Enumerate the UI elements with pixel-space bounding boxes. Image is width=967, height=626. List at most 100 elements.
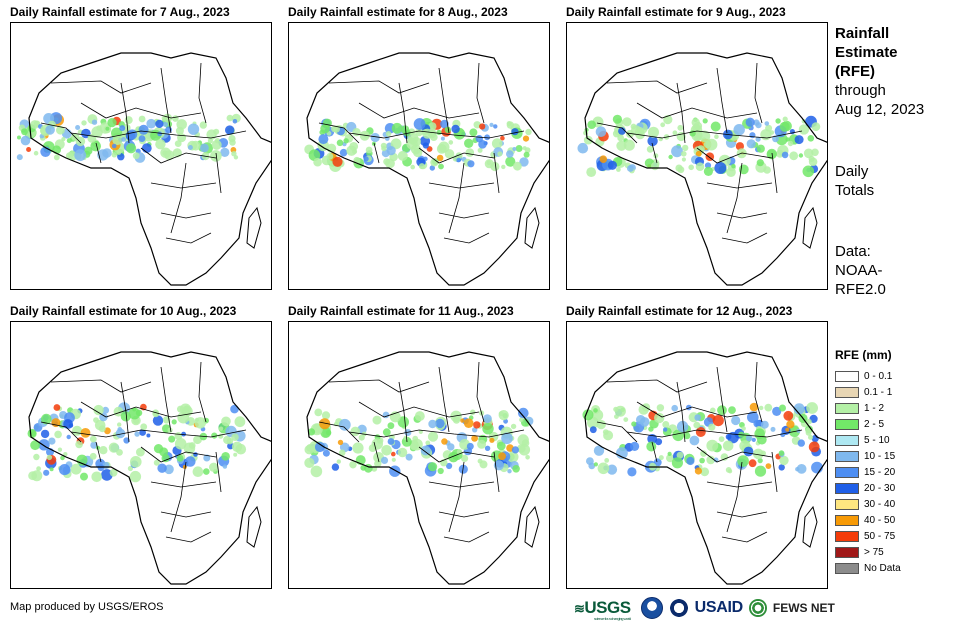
rainfall-cell <box>647 135 658 147</box>
rainfall-overlay <box>27 402 247 483</box>
rainfall-cell <box>132 152 140 160</box>
rainfall-cell <box>512 465 520 473</box>
legend-swatch <box>835 450 859 462</box>
rainfall-cell <box>107 118 117 128</box>
country-border <box>150 481 217 488</box>
country-border <box>606 379 708 393</box>
rainfall-cell <box>484 134 490 141</box>
rainfall-cell <box>89 435 97 443</box>
rainfall-cell <box>314 441 326 453</box>
rainfall-cell <box>630 441 640 451</box>
rainfall-cell <box>612 114 622 124</box>
legend-item: 50 - 75 <box>835 528 901 544</box>
rainfall-cell <box>783 410 794 421</box>
rainfall-cell <box>167 427 173 433</box>
panel-title: Daily Rainfall estimate for 12 Aug., 202… <box>566 304 793 318</box>
country-border <box>754 361 763 423</box>
legend-swatch <box>835 562 859 574</box>
rainfall-cell <box>372 415 382 425</box>
rainfall-cell <box>363 132 370 138</box>
rainfall-cell <box>741 426 746 431</box>
rainfall-cell <box>618 127 626 135</box>
rainfall-cell <box>168 435 176 443</box>
rainfall-cell <box>410 164 415 170</box>
country-border <box>318 421 360 443</box>
rainfall-cell <box>785 137 790 142</box>
rainfall-cell <box>631 421 637 427</box>
rainfall-cell <box>365 146 373 154</box>
rainfall-cell <box>338 418 351 431</box>
country-border <box>95 441 102 463</box>
rainfall-cell <box>190 140 201 151</box>
rainfall-cell <box>155 139 166 150</box>
legend-item: 40 - 50 <box>835 512 901 528</box>
rainfall-cell <box>387 422 395 430</box>
rainfall-cell <box>413 118 426 130</box>
rainfall-cell <box>700 467 710 477</box>
legend-swatch <box>835 466 859 478</box>
rainfall-cell <box>500 135 505 141</box>
rainfall-cell <box>469 128 478 137</box>
rainfall-cell <box>755 136 761 142</box>
rainfall-cell <box>506 121 515 129</box>
rainfall-cell <box>754 428 765 439</box>
rainfall-cell <box>219 426 224 431</box>
rainfall-cell <box>682 144 689 152</box>
side-title-line: (RFE) <box>835 63 875 80</box>
country-border <box>606 80 708 94</box>
country-border <box>160 366 172 433</box>
legend-item: 2 - 5 <box>835 416 901 432</box>
country-border <box>721 531 768 543</box>
rainfall-cell <box>336 459 341 464</box>
rainfall-cell <box>798 153 804 158</box>
rainfall-cell <box>631 125 642 136</box>
legend-label: 15 - 20 <box>864 466 896 478</box>
rainfall-cell <box>489 437 495 443</box>
rainfall-cell <box>484 445 491 451</box>
country-border <box>328 379 430 393</box>
rainfall-cell <box>616 447 628 460</box>
rainfall-cell <box>30 120 40 129</box>
rainfall-cell <box>380 142 387 149</box>
rainfall-cell <box>764 403 773 412</box>
country-border <box>318 122 360 144</box>
country-border <box>418 446 495 463</box>
rainfall-cell <box>749 402 759 412</box>
legend-item: > 75 <box>835 544 901 560</box>
rainfall-cell <box>695 162 705 171</box>
rainfall-cell <box>461 454 469 462</box>
country-border <box>140 147 217 164</box>
rainfall-cell <box>314 408 323 417</box>
rainfall-cell <box>473 121 481 129</box>
rainfall-cell <box>672 130 678 136</box>
rainfall-cell <box>517 444 526 453</box>
rainfall-cell <box>782 116 788 122</box>
fews-net-logo: FEWS NET <box>772 601 835 615</box>
rainfall-cell <box>593 408 598 413</box>
rainfall-cell <box>397 447 408 458</box>
side-title-line: Rainfall <box>835 25 890 42</box>
rainfall-cell <box>218 433 224 439</box>
side-title-line: Estimate <box>835 44 898 61</box>
country-border <box>438 212 490 219</box>
rainfall-cell <box>787 140 794 147</box>
rainfall-cell <box>501 164 506 170</box>
rainfall-cell <box>146 433 151 438</box>
country-border <box>626 429 803 438</box>
legend-swatch <box>835 402 859 414</box>
side-info: Rainfall Estimate (RFE) through Aug 12, … <box>835 24 924 119</box>
country-border <box>95 142 102 164</box>
rainfall-cell <box>385 131 392 137</box>
rainfall-cell <box>622 117 632 127</box>
rainfall-cell <box>84 146 93 155</box>
rainfall-cell <box>779 121 790 132</box>
rainfall-cell <box>397 150 408 161</box>
rainfall-cell <box>699 457 705 464</box>
rainfall-cell <box>117 422 122 427</box>
rainfall-cell <box>319 418 331 430</box>
rainfall-cell <box>90 441 98 449</box>
rainfall-cell <box>511 446 519 454</box>
rainfall-cell <box>438 141 450 153</box>
rainfall-cell <box>676 420 689 433</box>
rainfall-cell <box>671 457 683 469</box>
